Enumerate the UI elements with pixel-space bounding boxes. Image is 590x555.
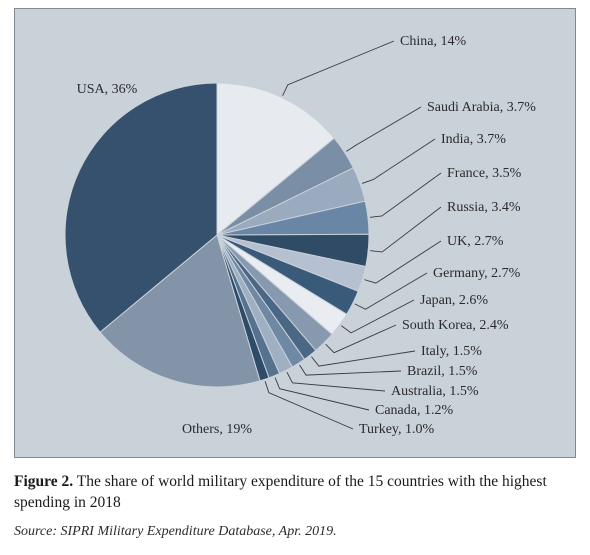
leader-line — [283, 41, 394, 96]
leader-line — [370, 207, 441, 252]
figure-number: Figure 2. — [14, 473, 73, 490]
leader-line — [362, 139, 435, 183]
leader-line — [346, 107, 421, 151]
slice-label: Brazil, 1.5% — [407, 364, 478, 379]
slice-label: Australia, 1.5% — [391, 384, 479, 399]
slice-label: South Korea, 2.4% — [402, 318, 509, 333]
slice-label: Italy, 1.5% — [421, 344, 482, 359]
leader-line — [370, 173, 441, 217]
pie-chart-frame: China, 14% Saudi Arabia, 3.7% India, 3.7% F… — [14, 8, 576, 458]
leader-line — [275, 378, 369, 410]
slice-label: Russia, 3.4% — [447, 200, 521, 215]
leader-line — [311, 351, 415, 366]
leader-line — [300, 365, 401, 375]
slice-label: UK, 2.7% — [447, 234, 504, 249]
slice-label: Canada, 1.2% — [375, 403, 453, 418]
figure-caption-text: The share of world military expenditure … — [14, 473, 547, 511]
leader-line — [364, 241, 441, 283]
slice-label: France, 3.5% — [447, 166, 522, 181]
slice-label: USA, 36% — [77, 82, 138, 97]
slice-label: Turkey, 1.0% — [359, 422, 435, 437]
slice-label: Germany, 2.7% — [433, 266, 521, 281]
figure-caption: Figure 2. The share of world military ex… — [14, 472, 576, 514]
source-line: Source: SIPRI Military Expenditure Datab… — [14, 524, 576, 540]
leader-line — [265, 381, 353, 429]
slice-label: Others, 19% — [182, 422, 252, 437]
slice-label: India, 3.7% — [441, 132, 506, 147]
leader-line — [287, 372, 385, 391]
pie-chart-svg: China, 14% Saudi Arabia, 3.7% India, 3.7% F… — [15, 9, 575, 457]
slice-label: China, 14% — [400, 34, 466, 49]
slice-label: Japan, 2.6% — [420, 293, 488, 308]
leader-line — [355, 273, 427, 309]
slice-label: Saudi Arabia, 3.7% — [427, 100, 536, 115]
